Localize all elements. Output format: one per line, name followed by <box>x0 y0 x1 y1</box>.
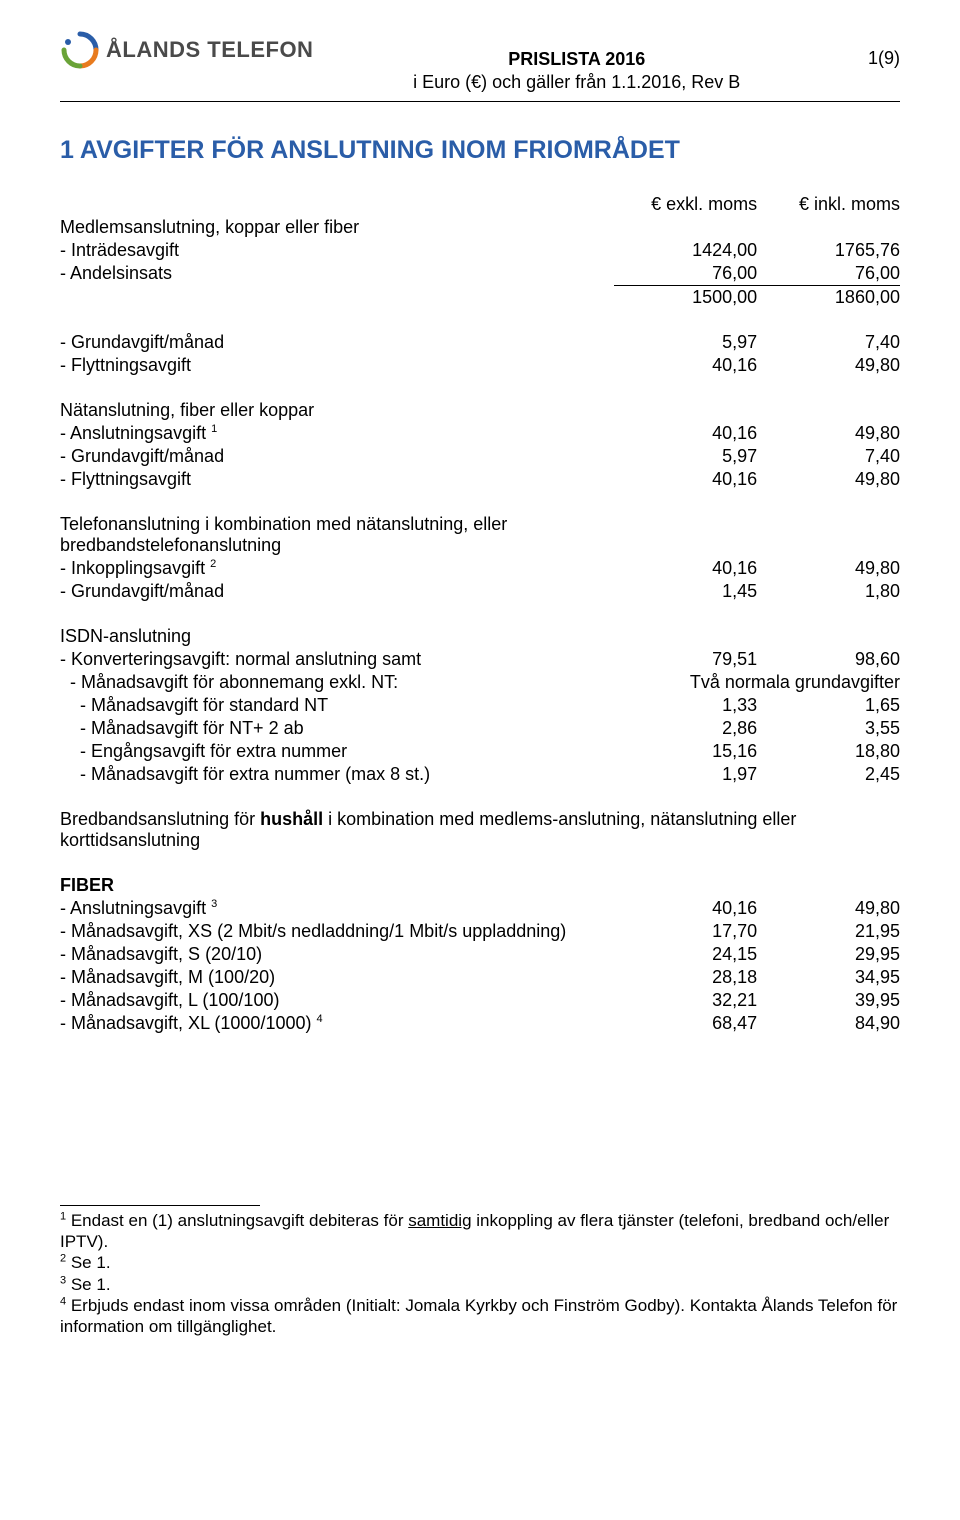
swirl-icon <box>60 30 100 70</box>
doc-subtitle: i Euro (€) och gäller från 1.1.2016, Rev… <box>413 72 740 92</box>
section-title: 1 AVGIFTER FÖR ANSLUTNING INOM FRIOMRÅDE… <box>60 136 900 165</box>
logo-text: ÅLANDS TELEFON <box>106 37 313 63</box>
footnote: 3 Se 1. <box>60 1274 900 1295</box>
logo: ÅLANDS TELEFON <box>60 30 313 70</box>
price-table: € exkl. moms€ inkl. momsMedlemsanslutnin… <box>60 193 900 1035</box>
page-number: 1(9) <box>840 30 900 69</box>
footnote-separator <box>60 1205 260 1206</box>
page-header: ÅLANDS TELEFON PRISLISTA 2016 i Euro (€)… <box>60 30 900 95</box>
footnote: 2 Se 1. <box>60 1252 900 1273</box>
header-rule <box>60 101 900 102</box>
header-title-block: PRISLISTA 2016 i Euro (€) och gäller frå… <box>313 30 840 95</box>
footnotes: 1 Endast en (1) anslutningsavgift debite… <box>60 1210 900 1338</box>
footnote: 1 Endast en (1) anslutningsavgift debite… <box>60 1210 900 1253</box>
doc-title: PRISLISTA 2016 <box>508 49 645 69</box>
page: ÅLANDS TELEFON PRISLISTA 2016 i Euro (€)… <box>0 0 960 1367</box>
footnote: 4 Erbjuds endast inom vissa områden (Ini… <box>60 1295 900 1338</box>
